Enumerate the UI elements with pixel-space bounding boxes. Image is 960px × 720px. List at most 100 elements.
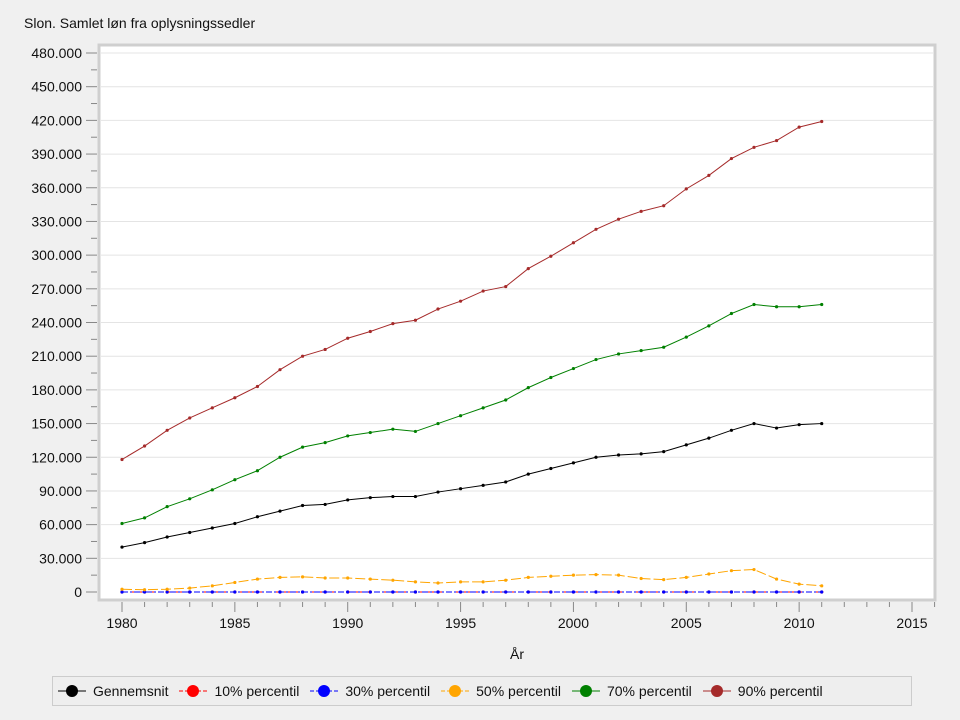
y-tick-label: 60.000 [39,517,82,533]
data-point [797,125,801,129]
data-point [165,535,169,539]
y-tick-label: 270.000 [31,281,82,297]
data-point [797,305,801,309]
data-point [594,572,598,577]
data-point [233,590,237,594]
data-point [255,515,260,519]
data-point [233,580,237,585]
data-point [458,414,463,418]
y-tick-label: 390.000 [31,146,82,162]
data-point [278,590,282,594]
data-point [571,573,576,577]
data-point [142,444,147,448]
data-point [797,582,801,586]
y-tick-label: 480.000 [31,45,82,61]
data-point [165,428,169,432]
data-point [391,322,395,326]
x-tick-label: 2010 [784,615,815,631]
x-tick-label: 1985 [219,615,250,631]
data-point [729,311,734,316]
data-point [594,455,598,459]
x-tick-label: 2005 [671,615,702,631]
data-point [142,588,147,592]
data-point [368,577,372,581]
data-point [504,578,508,582]
data-point [142,540,147,545]
data-point [774,577,779,581]
legend-label: 30% percentil [345,683,431,699]
data-point [752,145,756,149]
data-point [504,590,508,594]
data-point [391,427,395,431]
data-point [481,580,485,584]
y-tick-label: 300.000 [31,247,82,263]
series-50-percentil [120,567,824,592]
data-point [165,587,169,591]
series-line [121,121,822,460]
data-point [142,516,147,520]
data-point [707,436,711,440]
y-tick-label: 450.000 [31,79,82,95]
data-point [616,573,621,577]
data-point [120,521,124,526]
data-point [752,567,756,572]
data-point [684,575,688,580]
data-point [820,119,824,124]
data-point [707,173,711,177]
data-point [549,375,553,380]
legend: Gennemsnit 10% percentil 30% percentil 50% … [52,676,912,706]
data-point [391,590,395,594]
data-point [188,586,192,590]
data-point [729,156,734,161]
data-point [639,590,643,594]
data-point [526,386,530,390]
y-tick-label: 420.000 [31,112,82,128]
data-point [752,421,756,426]
data-point [188,497,192,501]
data-point [346,336,350,340]
data-point [707,324,711,328]
data-point [278,509,282,513]
data-point [504,284,508,289]
legend-marker-icon [58,685,86,697]
series-90-percentil [120,119,824,462]
x-tick-label: 1995 [445,615,476,631]
x-axis-label: År [510,646,524,662]
data-point [684,443,688,447]
data-point [594,357,598,362]
data-point [188,530,192,535]
data-point [526,267,530,271]
data-point [820,590,824,594]
data-point [549,254,553,258]
data-point [120,545,124,549]
data-point [707,572,711,576]
data-point [820,584,824,588]
data-point [549,466,553,471]
data-point [729,590,734,594]
data-point [594,227,598,231]
y-tick-label: 180.000 [31,382,82,398]
data-point [458,487,463,491]
data-point [526,472,530,476]
series-line [121,569,822,591]
y-tick-label: 0 [74,584,82,600]
data-point [323,576,327,580]
data-point [752,302,756,307]
data-point [549,574,553,578]
y-tick-label: 210.000 [31,348,82,364]
y-tick-label: 30.000 [39,550,82,566]
chart-title: Slon. Samlet løn fra oplysningssedler [24,15,256,31]
series-line [121,423,822,548]
data-point [188,416,192,420]
data-point [255,590,260,594]
data-point [616,352,621,356]
series-line [121,304,822,524]
legend-marker-icon [179,685,208,697]
legend-item: 50% percentil [440,683,561,699]
y-tick-label: 90.000 [39,483,82,499]
data-point [662,590,666,594]
data-point [255,469,260,473]
y-tick-label: 360.000 [31,180,82,196]
legend-item: 30% percentil [309,683,430,699]
data-point [142,590,147,594]
